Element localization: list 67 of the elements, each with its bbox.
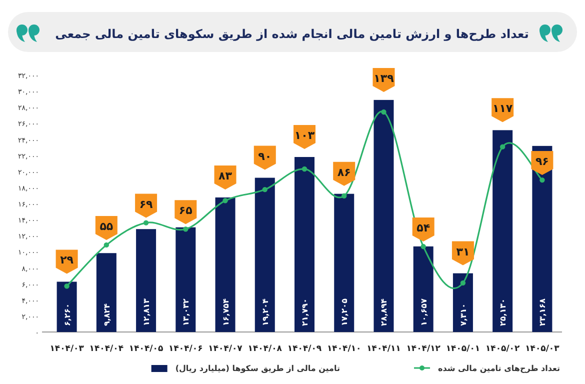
bar	[452, 273, 473, 332]
x-tick-label: ۱۴۰۴/۰۴	[89, 344, 124, 354]
bar	[96, 253, 116, 332]
point	[500, 144, 506, 150]
bar	[136, 229, 156, 332]
x-tick-label: ۱۴۰۴/۰۶	[168, 344, 203, 354]
point	[342, 193, 347, 198]
bar	[413, 246, 434, 332]
bar	[215, 197, 236, 332]
data-label: ۷,۳۱۰	[458, 303, 468, 326]
data-label: ۹۶	[535, 155, 549, 168]
x-tick-label: ۱۴۰۴/۱۲	[406, 344, 442, 354]
data-label: ۱۲,۸۱۳	[142, 298, 152, 326]
point	[381, 109, 386, 115]
x-tick-label: ۱۴۰۴/۰۷	[208, 344, 244, 354]
data-label: ۸۳	[218, 169, 232, 182]
point	[64, 284, 70, 289]
data-label: ۲۹	[60, 254, 74, 267]
data-label: ۲۸,۸۹۴	[380, 298, 389, 326]
bar	[254, 178, 275, 332]
data-label: ۱۳,۰۳۲	[182, 298, 191, 326]
legend-label: تعداد طرح‌های تامین مالی شده	[438, 364, 560, 373]
data-label: ۲۳,۱۶۸	[538, 298, 548, 326]
data-label: ۵۴	[416, 222, 430, 235]
bar	[334, 194, 354, 332]
data-label: ۹۰	[258, 150, 272, 163]
data-label: ۱۱۷	[492, 102, 513, 116]
data-label: ۱۹,۲۰۴	[260, 298, 270, 326]
bar	[492, 130, 513, 332]
x-tick-label: ۱۴۰۵/۰۱	[446, 344, 480, 354]
data-label: ۶۵	[178, 204, 193, 218]
data-label: ۶,۲۶۰	[62, 303, 72, 326]
x-tick-label: ۱۴۰۵/۰۳	[525, 344, 560, 354]
data-label: ۸۶	[337, 166, 351, 179]
x-tick-label: ۱۴۰۴/۰۵	[128, 344, 164, 354]
data-label: ۲۱,۷۹۰	[300, 298, 310, 326]
data-label: ۱۰,۶۵۷	[419, 298, 428, 326]
point	[104, 242, 110, 248]
data-label: ۵۵	[100, 220, 114, 233]
bar	[294, 157, 314, 332]
point	[420, 244, 426, 250]
data-label: ۱۶,۷۵۴	[221, 298, 230, 326]
data-label: ۱۰۳	[294, 129, 315, 142]
x-tick-label: ۱۴۰۴/۰۳	[50, 344, 85, 354]
point	[222, 198, 228, 204]
point	[540, 177, 545, 183]
data-label: ۹,۸۲۴	[102, 303, 112, 326]
chart-title: تعداد طرح‌ها و ارزش تامین مالی انجام شده از طریق سکوهای تامین مالی جمعی	[55, 27, 529, 41]
bar	[374, 100, 394, 332]
data-label: ۳۱	[456, 245, 470, 258]
x-tick-label: ۱۴۰۵/۰۲	[485, 344, 521, 354]
legend-label: تامین مالی از طریق سکوها (میلیارد ریال)	[175, 364, 340, 373]
bar	[56, 282, 77, 332]
data-label: ۶۹	[139, 198, 154, 211]
point	[460, 280, 466, 286]
point	[143, 220, 149, 226]
point	[302, 166, 308, 172]
point	[183, 226, 188, 232]
x-tick-label: ۱۴۰۴/۰۹	[287, 344, 322, 354]
x-tick-label: ۱۴۰۴/۱۰	[327, 344, 362, 354]
data-label: ۱۳۹	[374, 72, 394, 85]
data-label: ۱۷,۲۰۵	[340, 298, 350, 326]
x-tick-label: ۱۴۰۴/۱۱	[366, 344, 401, 354]
data-label: ۲۵,۱۳۰	[498, 298, 508, 326]
bar	[176, 227, 196, 332]
x-tick-label: ۱۴۰۴/۰۸	[248, 344, 283, 354]
point	[262, 186, 268, 192]
